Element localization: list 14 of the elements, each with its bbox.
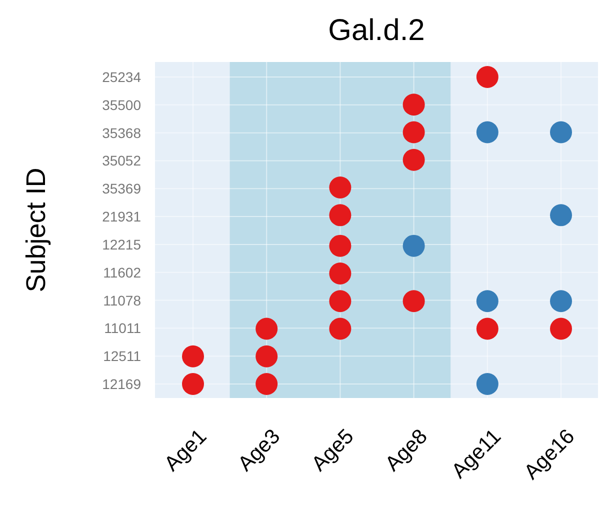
category-label: 25234 <box>102 69 141 85</box>
category-label: 35368 <box>102 124 141 141</box>
category-label: 35369 <box>102 180 141 197</box>
category-label: 35052 <box>102 152 141 169</box>
category-label: 35500 <box>102 96 141 113</box>
y-axis-title: Subject ID <box>21 168 51 292</box>
category-label: 12169 <box>102 376 141 392</box>
category-label: 11078 <box>103 292 141 308</box>
category-label: 12511 <box>103 348 141 364</box>
category-label: 12215 <box>102 236 141 252</box>
category-label: 21931 <box>102 208 141 225</box>
chart-title: Gal.d.2 <box>328 14 425 47</box>
category-label: 11011 <box>104 320 141 336</box>
category-label: 11602 <box>103 264 141 280</box>
